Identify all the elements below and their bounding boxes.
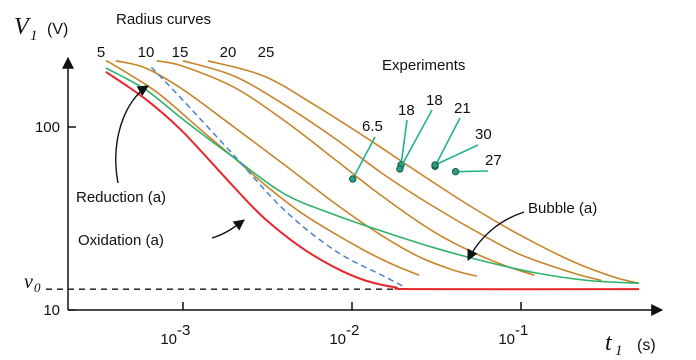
y-axis-unit: (V) <box>47 21 68 38</box>
y-axis-subscript: 1 <box>30 28 38 44</box>
experiment-label: 18 <box>426 92 443 109</box>
experiment-label: 18 <box>398 102 415 119</box>
radius-curve-25 <box>208 61 639 283</box>
x-axis-symbol: t <box>605 330 613 356</box>
radius-curve-label-20: 20 <box>220 44 237 61</box>
x-tick-label: 10 <box>498 331 515 348</box>
bubble-curve <box>106 68 639 283</box>
bubble-label: Bubble (a) <box>528 200 597 217</box>
experiments-heading: Experiments <box>382 57 465 74</box>
radius-curve-label-5: 5 <box>97 44 105 61</box>
experiment-label: 6.5 <box>362 118 383 135</box>
experiment-point <box>432 162 438 168</box>
radius-curve-label-10: 10 <box>138 44 155 61</box>
radius-curve-label-15: 15 <box>172 44 189 61</box>
x-tick-exponent: -3 <box>177 322 190 339</box>
radius-curve-15 <box>157 61 535 275</box>
x-tick-exponent: -2 <box>346 322 359 339</box>
experiment-leader <box>456 171 488 172</box>
radius-curve-label-25: 25 <box>258 44 275 61</box>
experiment-label: 21 <box>454 100 471 117</box>
experiment-point <box>397 166 403 172</box>
y-tick-label: 10 <box>43 302 60 319</box>
y-axis-symbol: V <box>14 14 31 40</box>
x-tick-exponent: -1 <box>515 322 528 339</box>
experiment-leader <box>353 137 375 179</box>
experiment-label: 27 <box>485 152 502 169</box>
experiment-point <box>452 168 458 174</box>
v0-subscript: 0 <box>34 280 41 295</box>
reduction-arrow <box>116 86 148 183</box>
x-axis-unit: (s) <box>637 337 656 354</box>
x-tick-label: 10 <box>160 331 177 348</box>
x-tick-label: 10 <box>329 331 346 348</box>
radius-curves-heading: Radius curves <box>116 11 211 28</box>
experiment-label: 30 <box>475 126 492 143</box>
oxidation-label: Oxidation (a) <box>78 232 164 249</box>
x-axis-subscript: 1 <box>615 343 623 359</box>
reduction-label: Reduction (a) <box>76 189 166 206</box>
y-tick-label: 100 <box>35 119 60 136</box>
oxidation-arrow <box>212 220 244 238</box>
experiment-point <box>350 176 356 182</box>
v0-symbol: v <box>24 271 33 293</box>
oxidation-curve <box>106 72 639 289</box>
